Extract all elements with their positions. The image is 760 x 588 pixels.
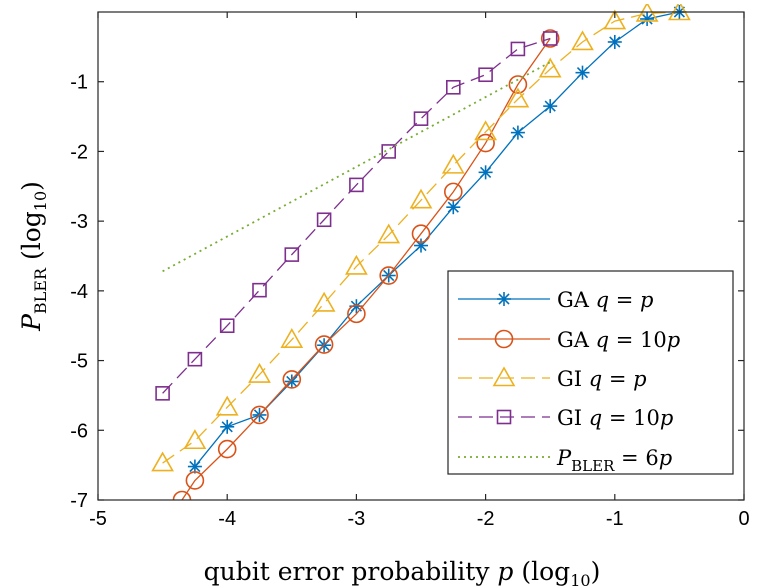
- series-3-point: [155, 386, 170, 401]
- series-3-point: [187, 351, 203, 367]
- y-tick-label: -3: [70, 211, 88, 233]
- axes-box: [97, 11, 745, 501]
- series-2-point: [409, 188, 433, 209]
- x-tick-label: -1: [606, 508, 624, 530]
- axis-ticks: -5 -4 -3 -2 -1 0 -1 -2 -3 -4 -5 -6 -7: [70, 12, 750, 530]
- legend-label-ga-q-p: GA q = p: [557, 288, 653, 312]
- series-2-point: [345, 254, 368, 275]
- series-2-point: [248, 362, 271, 383]
- legend-marker-3: [496, 409, 512, 425]
- x-tick-label: -3: [348, 508, 366, 530]
- legend-box: [447, 270, 734, 475]
- series-3-point: [349, 177, 364, 193]
- series-3-point: [381, 144, 397, 159]
- series-3-point: [510, 41, 526, 57]
- y-axis-title: PBLER (log10): [17, 181, 50, 332]
- series-2-point: [571, 30, 594, 51]
- legend-marker-0: [497, 292, 511, 306]
- y-tick-label: -6: [70, 420, 88, 442]
- series-0-point: [510, 125, 525, 140]
- legend-label-gi-q-p: GI q = p: [557, 367, 647, 391]
- series-4-line: [162, 61, 551, 273]
- series-0-point: [607, 34, 622, 49]
- series-3-point: [413, 111, 429, 126]
- series-1-point: [314, 335, 334, 354]
- series-0-point: [220, 419, 235, 434]
- series-layer: [151, 4, 691, 500]
- series-0-point: [543, 99, 558, 114]
- series-2-point: [377, 223, 401, 244]
- legend-marker-2: [492, 366, 516, 387]
- series-0-point: [478, 165, 493, 180]
- series-1-point: [411, 224, 431, 243]
- legend-label-ga-q-10p: GA q = 10p: [557, 328, 680, 352]
- x-axis-title: qubit error probability p (log10): [204, 557, 601, 588]
- series-3-line: [162, 37, 551, 394]
- series-2-point: [312, 291, 336, 312]
- series-2-point: [668, 4, 691, 21]
- series-3-point: [284, 247, 300, 262]
- series-2-point: [280, 328, 304, 348]
- y-tick-label: -2: [70, 141, 88, 163]
- series-1-point: [540, 29, 560, 48]
- y-tick-label: -1: [70, 72, 88, 94]
- x-tick-label: -4: [218, 508, 236, 530]
- y-tick-label: -5: [70, 351, 88, 373]
- series-2-line: [162, 11, 680, 464]
- series-2-point: [183, 429, 207, 450]
- series-1-point: [476, 133, 495, 153]
- legend-label-pbler-6p: PBLER = 6p: [556, 446, 672, 475]
- series-2-point: [506, 87, 530, 108]
- series-3-point: [316, 212, 332, 228]
- series-2-point: [151, 451, 174, 472]
- legend-samples: [458, 292, 550, 458]
- x-tick-label: 0: [738, 508, 749, 530]
- series-1-point: [185, 471, 205, 490]
- legend: GA q = p GA q = 10p GI q = p GI q = 10p …: [447, 270, 734, 475]
- plot-area: [151, 4, 691, 500]
- series-1-point: [443, 182, 463, 202]
- series-0-point: [284, 374, 299, 389]
- series-1-point: [508, 75, 528, 94]
- legend-label-gi-q-10p: GI q = 10p: [557, 406, 673, 430]
- series-2-point: [474, 120, 497, 141]
- y-tick-label: -7: [70, 490, 88, 512]
- series-2-point: [538, 57, 562, 78]
- x-tick-label: -5: [89, 508, 107, 530]
- series-3-point: [219, 318, 235, 334]
- series-0-point: [640, 11, 655, 26]
- series-0-point: [575, 65, 590, 80]
- series-3-point: [478, 67, 493, 83]
- series-1-point: [347, 304, 366, 324]
- series-1-point: [172, 490, 192, 500]
- legend-marker-1: [494, 329, 514, 349]
- series-1-point: [282, 370, 302, 389]
- series-2-point: [603, 9, 627, 30]
- series-2-point: [441, 153, 465, 174]
- series-1-point: [250, 405, 269, 425]
- x-tick-label: -2: [477, 508, 495, 530]
- series-1-point: [379, 266, 399, 285]
- series-3-point: [445, 79, 461, 95]
- series-1-point: [217, 439, 237, 459]
- series-0-line: [194, 11, 680, 467]
- series-0-point: [446, 200, 461, 215]
- series-2-point: [215, 395, 239, 416]
- series-3-point: [252, 282, 267, 298]
- series-1-line: [181, 38, 551, 500]
- series-3-point: [542, 31, 558, 46]
- y-tick-label: -4: [70, 281, 88, 303]
